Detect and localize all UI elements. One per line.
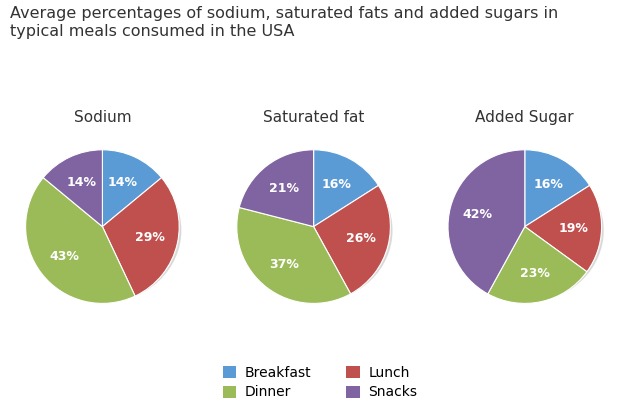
Text: 16%: 16% [322, 178, 352, 191]
Text: 19%: 19% [558, 222, 588, 234]
Text: 37%: 37% [269, 258, 299, 272]
Wedge shape [26, 178, 135, 303]
Wedge shape [237, 208, 351, 303]
Title: Added Sugar: Added Sugar [476, 110, 574, 125]
Text: 14%: 14% [67, 176, 97, 190]
Text: 29%: 29% [134, 231, 164, 243]
Ellipse shape [449, 159, 603, 302]
Wedge shape [102, 178, 179, 296]
Text: 42%: 42% [463, 208, 493, 221]
Wedge shape [488, 227, 587, 303]
Wedge shape [314, 185, 390, 294]
Text: 16%: 16% [533, 178, 563, 191]
Wedge shape [448, 150, 525, 294]
Title: Sodium: Sodium [74, 110, 131, 125]
Wedge shape [314, 150, 378, 227]
Ellipse shape [238, 159, 392, 302]
Text: 14%: 14% [108, 176, 138, 190]
Wedge shape [102, 150, 161, 227]
Wedge shape [239, 150, 314, 227]
Wedge shape [525, 150, 589, 227]
Wedge shape [44, 150, 102, 227]
Legend: Breakfast, Dinner, Lunch, Snacks: Breakfast, Dinner, Lunch, Snacks [217, 360, 423, 405]
Text: Average percentages of sodium, saturated fats and added sugars in
typical meals : Average percentages of sodium, saturated… [10, 6, 558, 39]
Text: 23%: 23% [520, 267, 550, 280]
Title: Saturated fat: Saturated fat [263, 110, 364, 125]
Ellipse shape [27, 159, 180, 302]
Text: 26%: 26% [346, 232, 376, 245]
Text: 43%: 43% [49, 250, 79, 263]
Wedge shape [525, 185, 602, 272]
Text: 21%: 21% [269, 182, 299, 195]
